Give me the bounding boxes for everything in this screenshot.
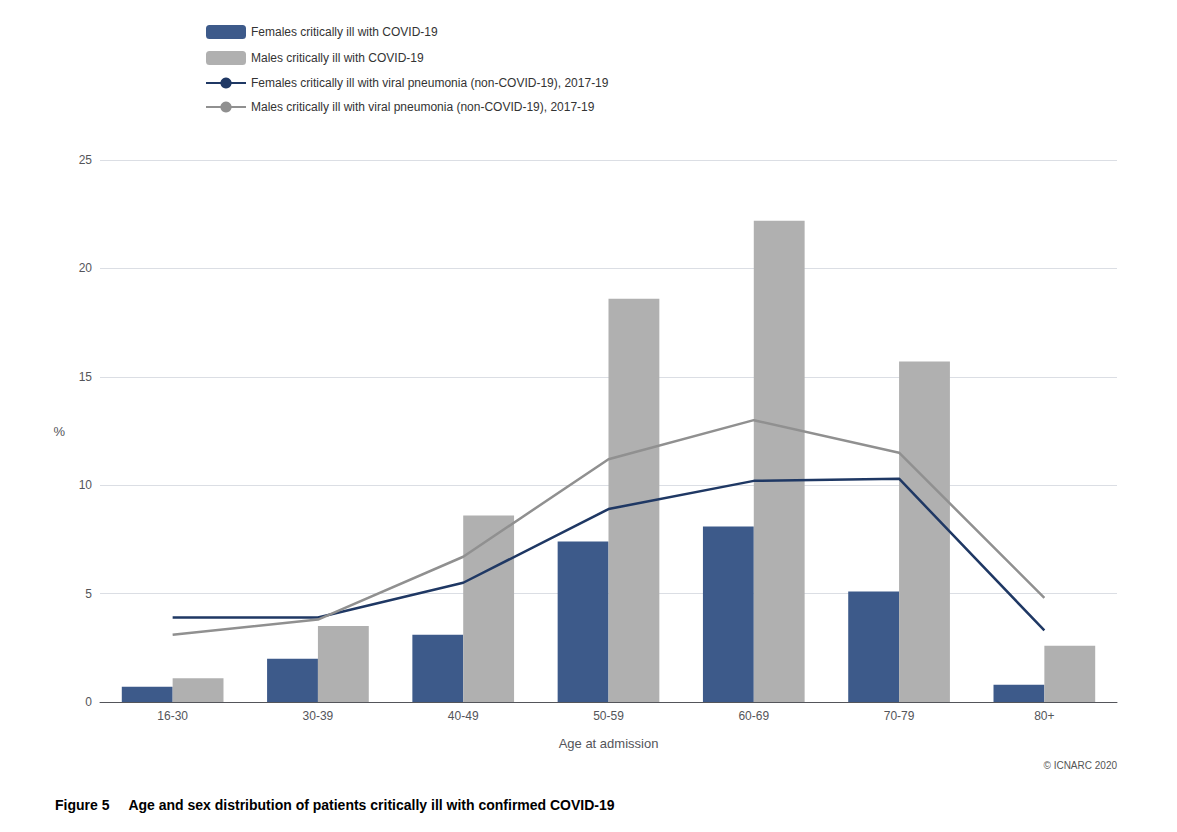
svg-text:Males critically ill with COVI: Males critically ill with COVID-19 bbox=[251, 51, 424, 65]
svg-text:80+: 80+ bbox=[1034, 709, 1054, 723]
svg-text:Figure 5 Age and sex distr: Figure 5 Age and sex distribution of pat… bbox=[55, 797, 615, 813]
svg-text:30-39: 30-39 bbox=[303, 709, 334, 723]
svg-text:20: 20 bbox=[79, 261, 93, 275]
svg-text:70-79: 70-79 bbox=[884, 709, 915, 723]
svg-text:© ICNARC 2020: © ICNARC 2020 bbox=[1043, 760, 1117, 771]
svg-text:Males critically ill with vira: Males critically ill with viral pneumoni… bbox=[251, 100, 595, 114]
svg-text:15: 15 bbox=[79, 370, 93, 384]
svg-text:16-30: 16-30 bbox=[157, 709, 188, 723]
svg-text:25: 25 bbox=[79, 153, 93, 167]
svg-text:0: 0 bbox=[85, 695, 92, 709]
svg-text:Age at admission: Age at admission bbox=[559, 736, 659, 751]
svg-text:50-59: 50-59 bbox=[593, 709, 624, 723]
svg-text:%: % bbox=[53, 424, 65, 439]
svg-text:40-49: 40-49 bbox=[448, 709, 479, 723]
svg-text:10: 10 bbox=[79, 478, 93, 492]
svg-text:Females critically ill with vi: Females critically ill with viral pneumo… bbox=[251, 76, 609, 90]
svg-text:60-69: 60-69 bbox=[738, 709, 769, 723]
svg-text:5: 5 bbox=[85, 587, 92, 601]
svg-text:Females critically ill with CO: Females critically ill with COVID-19 bbox=[251, 25, 438, 39]
